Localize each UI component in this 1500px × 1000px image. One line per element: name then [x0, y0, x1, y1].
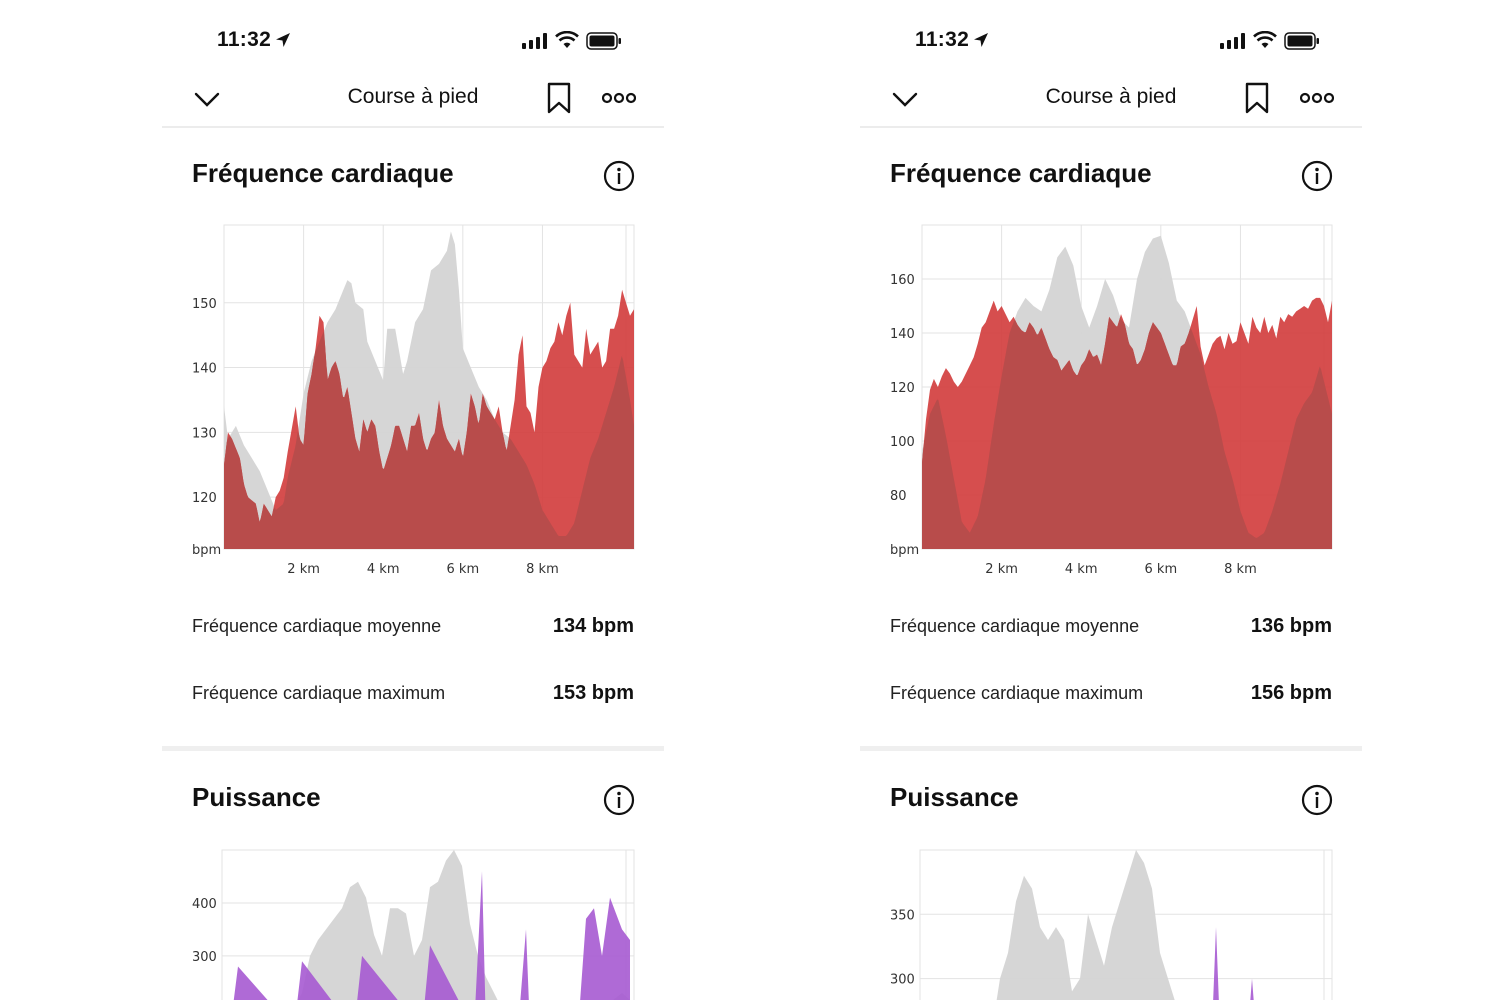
x-tick-label: 2 km: [985, 562, 1018, 577]
status-bar: 11:32: [162, 0, 664, 80]
battery-icon: [586, 32, 621, 50]
more-icon[interactable]: [1300, 89, 1334, 107]
power-chart: 350 300: [890, 849, 1333, 1000]
info-icon[interactable]: [603, 784, 635, 816]
x-tick-label: 6 km: [447, 562, 480, 577]
avg-heart-rate-label: Fréquence cardiaque moyenne: [890, 616, 1140, 636]
wifi-icon: [555, 31, 579, 48]
heart-rate-title: Fréquence cardiaque: [192, 158, 454, 188]
y-tick-label: 160: [890, 273, 915, 288]
x-tick-label: 4 km: [367, 562, 400, 577]
y-tick-label: 400: [192, 897, 217, 912]
info-icon[interactable]: [1301, 784, 1333, 816]
y-tick-label: 100: [890, 435, 915, 450]
power-title: Puissance: [890, 782, 1019, 812]
power-chart: 400 300: [192, 849, 635, 1000]
y-tick-label: 120: [192, 491, 217, 506]
status-bar: 11:32: [860, 0, 1362, 80]
y-tick-label: 120: [890, 381, 915, 396]
more-icon[interactable]: [602, 89, 636, 107]
heart-rate-title: Fréquence cardiaque: [890, 158, 1152, 188]
bookmark-icon[interactable]: [546, 82, 572, 114]
x-tick-label: 6 km: [1145, 562, 1178, 577]
nav-bar: Course à pied: [162, 72, 664, 128]
y-tick-label: 300: [192, 950, 217, 965]
overlap-area: [922, 317, 1332, 549]
x-tick-label: 4 km: [1065, 562, 1098, 577]
heart-rate-chart: 150 140 130 120 bpm 2 km 4 km 6 km 8 km: [192, 224, 635, 577]
info-icon[interactable]: [1301, 160, 1333, 192]
x-tick-label: 2 km: [287, 562, 320, 577]
max-heart-rate-label: Fréquence cardiaque maximum: [890, 683, 1144, 703]
max-heart-rate-value: 153 bpm: [552, 682, 634, 704]
section-divider: [860, 746, 1362, 751]
wifi-icon: [1253, 31, 1277, 48]
nav-title: Course à pied: [1045, 85, 1177, 108]
y-tick-label: 130: [192, 426, 217, 441]
max-heart-rate-label: Fréquence cardiaque maximum: [192, 683, 446, 703]
avg-heart-rate-row: Fréquence cardiaque moyenne 134 bpm: [192, 615, 634, 646]
plot-frame: [221, 849, 635, 1000]
x-tick-label: 8 km: [1224, 562, 1257, 577]
y-tick-label: 350: [890, 908, 915, 923]
bookmark-icon[interactable]: [1244, 82, 1270, 114]
section-divider: [162, 746, 664, 751]
status-time: 11:32: [217, 28, 272, 51]
avg-heart-rate-row: Fréquence cardiaque moyenne 136 bpm: [890, 615, 1332, 646]
phone-screen-right: 11:32 Course à pied Fréquence cardiaque …: [860, 0, 1362, 1000]
nav-title: Course à pied: [347, 85, 479, 108]
heart-rate-chart: 160 140 120 100 80 bpm 2 km 4 km 6 km 8 km: [890, 224, 1333, 577]
phone-screen-left: 11:32 Course à pied Fréquence cardiaque …: [162, 0, 664, 1000]
overlap-area: [224, 331, 634, 549]
chevron-down-icon[interactable]: [192, 84, 222, 114]
current-area: [1213, 927, 1254, 1000]
info-icon[interactable]: [603, 160, 635, 192]
comparison-area: [996, 850, 1175, 1000]
location-arrow-icon: [276, 33, 290, 47]
y-tick-label: 300: [890, 973, 915, 988]
location-arrow-icon: [974, 33, 988, 47]
signal-icon: [522, 33, 547, 49]
avg-heart-rate-value: 134 bpm: [552, 615, 634, 637]
avg-heart-rate-label: Fréquence cardiaque moyenne: [192, 616, 442, 636]
avg-heart-rate-value: 136 bpm: [1250, 615, 1332, 637]
nav-bar: Course à pied: [860, 72, 1362, 128]
battery-icon: [1284, 32, 1319, 50]
max-heart-rate-row: Fréquence cardiaque maximum 156 bpm: [890, 682, 1332, 713]
comparison-area: [298, 850, 631, 1000]
chevron-down-icon[interactable]: [890, 84, 920, 114]
y-tick-label: 140: [890, 327, 915, 342]
signal-icon: [1220, 33, 1245, 49]
y-unit-label: bpm: [192, 543, 221, 558]
status-time: 11:32: [915, 28, 970, 51]
current-area: [233, 871, 630, 1000]
x-tick-label: 8 km: [526, 562, 559, 577]
power-title: Puissance: [192, 782, 321, 812]
y-tick-label: 140: [192, 362, 217, 377]
y-tick-label: 80: [890, 489, 907, 504]
y-unit-label: bpm: [890, 543, 919, 558]
max-heart-rate-value: 156 bpm: [1250, 682, 1332, 704]
plot-frame: [919, 849, 1333, 1000]
y-tick-label: 150: [192, 297, 217, 312]
max-heart-rate-row: Fréquence cardiaque maximum 153 bpm: [192, 682, 634, 713]
